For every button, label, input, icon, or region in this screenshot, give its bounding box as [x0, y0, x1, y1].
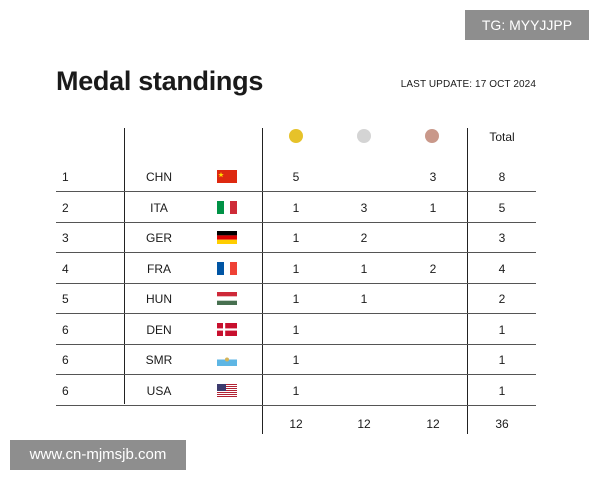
gold-count: 1 — [292, 322, 300, 337]
page-title: Medal standings — [56, 66, 264, 96]
watermark-bottom-left: www.cn-mjmsjb.com — [10, 440, 186, 470]
row-divider — [56, 313, 536, 314]
rank-cell: 4 — [62, 261, 69, 276]
italy-flag-icon — [217, 200, 237, 214]
last-update: LAST UPDATE: 17 OCT 2024 — [400, 79, 536, 90]
rank-cell: 6 — [62, 383, 69, 398]
column-divider — [124, 128, 125, 404]
silver-count: 1 — [360, 292, 368, 306]
silver-total: 12 — [357, 417, 371, 431]
gold-medal-icon — [289, 129, 303, 143]
row-divider — [56, 282, 536, 284]
gold-count: 1 — [292, 231, 300, 245]
bronze-count: 1 — [429, 200, 437, 215]
row-divider — [56, 191, 536, 192]
gold-count: 1 — [292, 353, 300, 367]
total-count: 1 — [498, 322, 506, 337]
country-code: SMR — [145, 353, 173, 367]
total-count: 8 — [498, 170, 506, 184]
rank-cell: 3 — [62, 231, 69, 245]
germany-flag-icon — [217, 231, 237, 244]
china-flag-icon — [217, 170, 237, 183]
gold-count: 1 — [292, 200, 300, 215]
watermark-top-right: TG: MYYJJPP — [465, 10, 589, 40]
total-count: 4 — [498, 261, 506, 276]
france-flag-icon — [217, 261, 237, 275]
silver-count: 2 — [360, 231, 368, 245]
bronze-count: 2 — [429, 261, 437, 276]
total-count: 5 — [498, 200, 506, 215]
country-code: GER — [145, 231, 173, 245]
hungary-flag-icon — [217, 292, 237, 305]
row-divider — [56, 221, 536, 223]
row-divider — [56, 252, 536, 253]
column-divider — [467, 128, 468, 434]
rank-cell: 5 — [62, 292, 69, 306]
country-code: DEN — [146, 322, 172, 337]
bronze-total: 12 — [426, 417, 440, 431]
country-code: HUN — [146, 292, 172, 306]
rank-cell: 6 — [62, 353, 69, 367]
gold-count: 1 — [292, 292, 300, 306]
total-header: Total — [489, 130, 515, 144]
total-count: 1 — [498, 383, 506, 398]
rank-cell: 1 — [62, 170, 69, 184]
country-code: ITA — [150, 200, 168, 215]
country-code: USA — [146, 383, 172, 398]
silver-medal-icon — [357, 129, 371, 143]
gold-count: 1 — [292, 261, 300, 276]
row-divider — [56, 374, 536, 375]
row-divider — [56, 404, 536, 406]
gold-count: 1 — [292, 383, 300, 398]
san-marino-flag-icon — [217, 353, 237, 366]
row-divider — [56, 343, 536, 345]
silver-count: 1 — [360, 261, 368, 276]
grand-total: 36 — [495, 417, 509, 431]
gold-total: 12 — [289, 417, 303, 431]
total-count: 1 — [498, 353, 506, 367]
gold-count: 5 — [292, 170, 300, 184]
bronze-count: 3 — [429, 170, 437, 184]
denmark-flag-icon — [217, 322, 237, 336]
total-count: 2 — [498, 292, 506, 306]
column-divider — [262, 128, 263, 434]
usa-flag-icon — [217, 383, 237, 397]
bronze-medal-icon — [425, 129, 439, 143]
country-code: CHN — [146, 170, 172, 184]
rank-cell: 2 — [62, 200, 69, 215]
country-code: FRA — [147, 261, 171, 276]
total-count: 3 — [498, 231, 506, 245]
rank-cell: 6 — [62, 322, 69, 337]
silver-count: 3 — [360, 200, 368, 215]
